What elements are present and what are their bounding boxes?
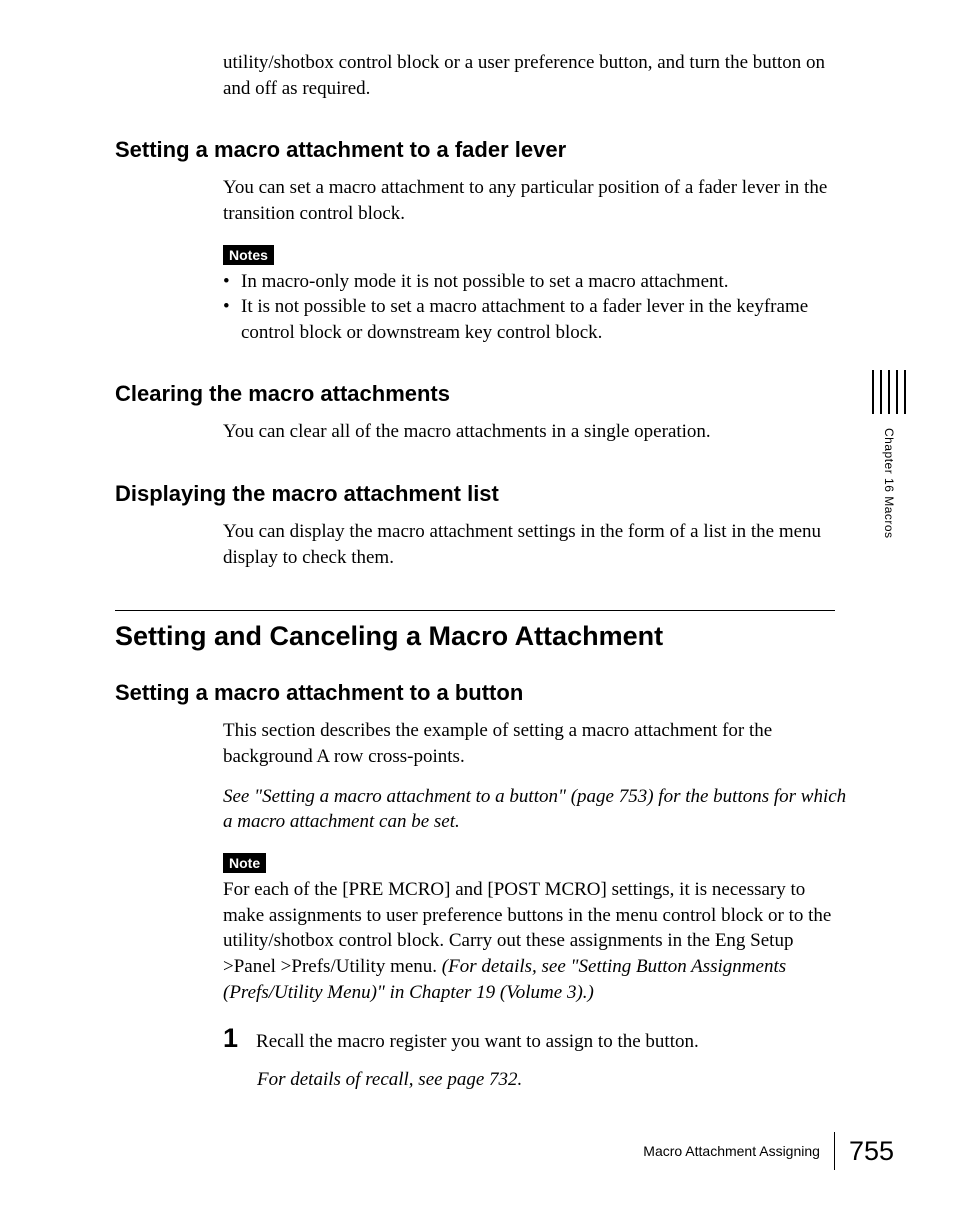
step-text: Recall the macro register you want to as… [256, 1029, 699, 1055]
footer-divider [834, 1132, 835, 1170]
main-heading: Setting and Canceling a Macro Attachment [115, 610, 835, 652]
fader-notes-list: In macro-only mode it is not possible to… [223, 269, 849, 346]
clearing-body: You can clear all of the macro attachmen… [223, 419, 849, 445]
side-margin-label: Chapter 16 Macros [872, 370, 906, 539]
list-item: It is not possible to set a macro attach… [223, 294, 849, 345]
page-number: 755 [849, 1136, 894, 1167]
heading-button: Setting a macro attachment to a button [115, 680, 854, 706]
step-1: 1 Recall the macro register you want to … [223, 1025, 849, 1055]
heading-clearing: Clearing the macro attachments [115, 381, 854, 407]
step-number: 1 [223, 1025, 238, 1052]
list-item: In macro-only mode it is not possible to… [223, 269, 849, 295]
fader-body: You can set a macro attachment to any pa… [223, 175, 849, 226]
button-body1: This section describes the example of se… [223, 718, 849, 769]
side-bars-icon [872, 370, 906, 414]
notes-label: Notes [223, 245, 274, 265]
side-chapter-text: Chapter 16 Macros [882, 428, 896, 539]
button-note-body: For each of the [PRE MCRO] and [POST MCR… [223, 877, 849, 1005]
footer-section-title: Macro Attachment Assigning [643, 1143, 820, 1159]
displaying-body: You can display the macro attachment set… [223, 519, 849, 570]
heading-displaying: Displaying the macro attachment list [115, 481, 854, 507]
intro-paragraph: utility/shotbox control block or a user … [223, 50, 849, 101]
step-detail: For details of recall, see page 732. [257, 1069, 854, 1091]
button-body2-ref: See "Setting a macro attachment to a but… [223, 784, 849, 835]
heading-fader-lever: Setting a macro attachment to a fader le… [115, 137, 854, 163]
note-label: Note [223, 853, 266, 873]
page-footer: Macro Attachment Assigning 755 [643, 1132, 894, 1170]
